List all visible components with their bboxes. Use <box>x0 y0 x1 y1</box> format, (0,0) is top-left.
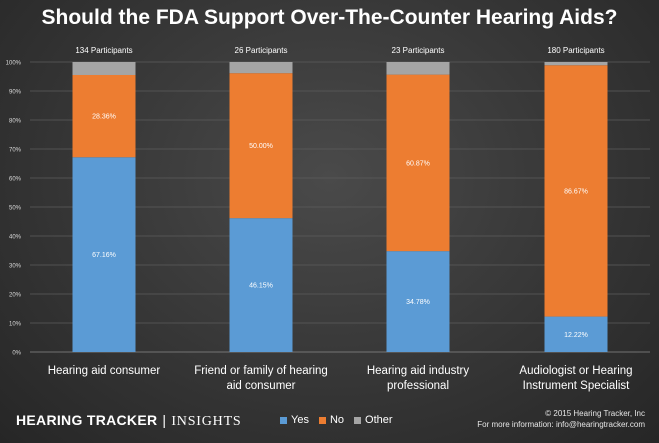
footer-credits: © 2015 Hearing Tracker, Inc For more inf… <box>477 408 645 430</box>
y-tick-label: 50% <box>9 206 22 212</box>
brand-section: INSIGHTS <box>171 414 242 429</box>
bar-other-1 <box>72 62 136 75</box>
y-axis-ticks: 0% 10% 20% 30% 40% 50% 60% 70% 80% 90% 100% <box>6 61 22 357</box>
category-labels: 134 Participants Hearing aid consumer 26 P… <box>48 46 633 392</box>
data-label: 12.22% <box>564 332 588 339</box>
y-tick-label: 60% <box>9 177 22 183</box>
bar-other-4 <box>544 62 608 66</box>
chart-title: Should the FDA Support Over-The-Counter … <box>41 6 618 29</box>
data-label: 86.67% <box>564 188 588 195</box>
category-label: aid consumer <box>226 380 295 392</box>
y-tick-label: 0% <box>12 351 21 357</box>
y-tick-label: 40% <box>9 235 22 241</box>
y-tick-label: 30% <box>9 264 22 270</box>
bars <box>72 62 608 352</box>
category-label: Audiologist or Hearing <box>519 365 632 377</box>
y-tick-label: 10% <box>9 322 22 328</box>
bar-no-1 <box>72 74 136 158</box>
data-label: 67.16% <box>92 252 116 259</box>
bar-other-2 <box>229 62 293 74</box>
chart-legend: Yes No Other <box>280 414 393 426</box>
participants-label: 23 Participants <box>392 46 445 55</box>
brand-separator: | <box>162 412 167 428</box>
category-label: Hearing aid industry <box>367 365 470 377</box>
footer-copyright: © 2015 Hearing Tracker, Inc <box>545 409 645 418</box>
brand-name: HEARING TRACKER <box>16 412 158 428</box>
y-tick-label: 90% <box>9 90 22 96</box>
category-label: Instrument Specialist <box>523 380 631 392</box>
data-label: 34.78% <box>406 299 430 306</box>
footer-info: For more information: info@hearingtracke… <box>477 420 645 429</box>
legend-entry-yes: Yes <box>280 414 309 426</box>
bar-yes-4 <box>544 316 608 352</box>
category-label: Friend or family of hearing <box>194 365 328 377</box>
bar-no-2 <box>229 73 293 219</box>
legend-label-no: No <box>329 414 345 426</box>
category-label: professional <box>387 380 449 392</box>
bar-no-4 <box>544 65 608 317</box>
bar-yes-3 <box>386 251 450 352</box>
legend-entry-no: No <box>318 414 345 426</box>
participants-label: 180 Participants <box>547 46 604 55</box>
category-label: Hearing aid consumer <box>48 365 161 377</box>
legend-swatch-other <box>354 416 362 424</box>
legend-label-yes: Yes <box>291 414 309 426</box>
brand-logo: HEARING TRACKER | INSIGHTS <box>16 412 242 430</box>
data-label: 28.36% <box>92 114 116 121</box>
bar-yes-1 <box>72 157 136 352</box>
bar-other-3 <box>386 62 450 75</box>
y-tick-label: 100% <box>6 61 22 67</box>
participants-label: 134 Participants <box>75 46 132 55</box>
data-label: 46.15% <box>249 283 273 290</box>
data-label: 50.00% <box>249 143 273 150</box>
y-tick-label: 20% <box>9 293 22 299</box>
participants-label: 26 Participants <box>235 46 288 55</box>
legend-entry-other: Other <box>354 414 393 426</box>
bar-no-3 <box>386 74 450 252</box>
legend-swatch-yes <box>280 416 287 424</box>
y-tick-label: 70% <box>9 148 22 154</box>
y-tick-label: 80% <box>9 119 22 125</box>
bar-yes-2 <box>229 218 293 352</box>
legend-label-other: Other <box>365 414 393 426</box>
data-label: 60.87% <box>406 160 430 167</box>
legend-swatch-no <box>318 416 326 424</box>
data-labels: 67.16% 28.36% 46.15% 50.00% 34.78% 60.87% 12.2… <box>92 114 588 339</box>
